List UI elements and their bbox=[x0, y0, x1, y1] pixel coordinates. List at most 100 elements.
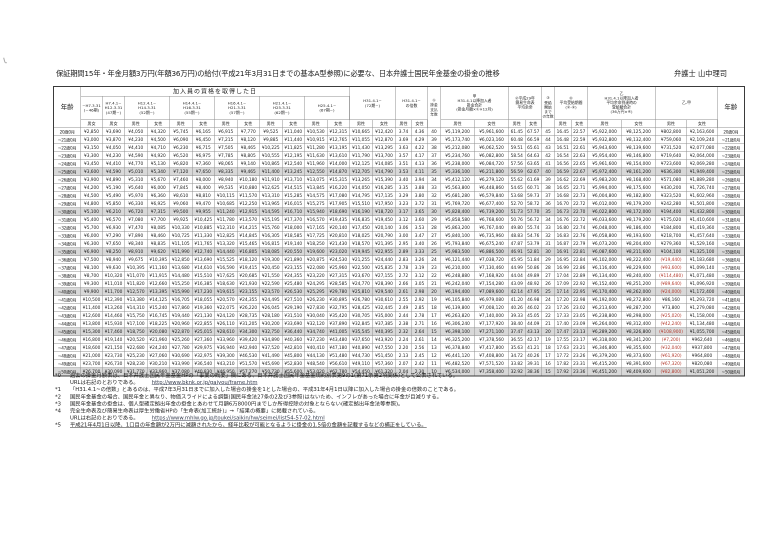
value-cell: ¥8,700 bbox=[80, 271, 103, 280]
value-cell: ¥18,585 bbox=[281, 231, 305, 240]
value-cell: ¥32,845 bbox=[349, 319, 373, 328]
value-cell: 40.26 bbox=[508, 303, 526, 312]
value-cell: ¥15,940 bbox=[304, 207, 328, 216]
value-cell: ¥19,615 bbox=[214, 287, 238, 296]
value-cell: ¥430,200 bbox=[655, 183, 687, 192]
value-cell: ¥11,960 bbox=[304, 159, 328, 168]
value-cell: ¥1,183,680 bbox=[686, 255, 718, 264]
value-cell: 38 bbox=[541, 183, 555, 192]
value-cell: ¥1,134,480 bbox=[686, 319, 718, 328]
value-cell: ¥8,465 bbox=[236, 143, 260, 152]
value-cell: (¥114,480) bbox=[655, 271, 687, 280]
age-cell: ~29歳0月 bbox=[53, 199, 81, 208]
value-cell: ¥28,180 bbox=[259, 311, 283, 320]
table-row: ~32歳0月 ¥5,700 ¥6,930 ¥7,470 ¥8,085 ¥10,330 ¥10… bbox=[53, 223, 745, 232]
value-cell: ¥11,400 bbox=[259, 167, 283, 176]
value-cell: ¥13,265 bbox=[349, 175, 373, 184]
age-cell: ~48歳0月 bbox=[717, 351, 745, 360]
value-cell: ¥33,960 bbox=[214, 335, 238, 344]
value-cell: ¥10,725 bbox=[169, 231, 193, 240]
value-cell: 42.17 bbox=[524, 335, 542, 344]
table-row: ~31歳0月 ¥5,400 ¥6,570 ¥7,080 ¥7,700 ¥9,925 ¥10,… bbox=[53, 215, 745, 224]
value-cell: ¥21,130 bbox=[191, 311, 215, 320]
age-cell: ~21歳0月 bbox=[717, 135, 745, 144]
value-cell: 26 bbox=[427, 239, 441, 248]
value-cell: ¥15,465 bbox=[236, 239, 260, 248]
value-cell: ¥7,271,100 bbox=[474, 327, 509, 336]
value-cell: ¥5,010 bbox=[124, 167, 148, 176]
age-cell: ~44歳0月 bbox=[717, 319, 745, 328]
value-cell: 2.56 bbox=[411, 343, 428, 352]
value-cell: ¥27,360 bbox=[191, 335, 215, 344]
col-multiplier: H31.4.1~ の倍数 bbox=[395, 86, 428, 120]
value-cell: 53.68 bbox=[508, 191, 526, 200]
value-cell: ¥4,590 bbox=[102, 167, 125, 176]
value-cell: ¥17,625 bbox=[214, 271, 238, 280]
value-cell: ¥18,720 bbox=[372, 207, 396, 216]
table-row: ~34歳0月 ¥6,300 ¥7,650 ¥8,340 ¥8,835 ¥11,105 ¥11… bbox=[53, 239, 745, 248]
value-cell: 22.92 bbox=[570, 279, 588, 288]
value-cell: ¥18,055 bbox=[191, 295, 215, 304]
value-cell: ¥8,146,800 bbox=[621, 151, 656, 160]
value-cell: 30 bbox=[541, 247, 555, 256]
value-cell: ¥6,263,820 bbox=[440, 311, 475, 320]
gender-subheader: 女性 bbox=[372, 119, 396, 128]
value-cell: ¥7,154,280 bbox=[474, 279, 509, 288]
value-cell: 3.94 bbox=[411, 175, 428, 184]
gender-subheader: 男性 bbox=[169, 119, 193, 128]
value-cell: 23.02 bbox=[570, 303, 588, 312]
value-cell: ¥8,175,600 bbox=[621, 183, 656, 192]
contribution-table-wrap: 年齢 加入員の資格を取得した日 H31.4.1~ (72期~) H31.4.1~… bbox=[53, 86, 745, 377]
gender-subheader: 男性 bbox=[587, 119, 622, 128]
footnote-marker: *1 bbox=[55, 386, 62, 393]
value-cell: 22.81 bbox=[570, 247, 588, 256]
value-cell: ¥5,640 bbox=[124, 183, 148, 192]
value-cell: ¥10,555 bbox=[259, 151, 283, 160]
gender-subheader: 女性 bbox=[474, 119, 509, 128]
value-cell: 29 bbox=[541, 255, 555, 264]
value-cell: ¥8,940 bbox=[102, 255, 125, 264]
col-wait-years: ③ 受給 開始 まで の年数 bbox=[541, 86, 555, 128]
value-cell: 2.98 bbox=[411, 287, 428, 296]
value-cell: ¥571,080 bbox=[655, 175, 687, 184]
value-cell: ¥15,250 bbox=[169, 279, 193, 288]
value-cell: ¥6,210,000 bbox=[440, 263, 475, 272]
value-cell: ¥25,230 bbox=[124, 351, 148, 360]
footnote-text: 平成21年4月1日以降、1口目の年金額が2万円に減額されたから、経年比較が可能と… bbox=[70, 422, 427, 429]
value-cell: ¥23,570 bbox=[259, 287, 283, 296]
value-cell: ¥21,890 bbox=[281, 255, 305, 264]
gender-subheader: 男性 bbox=[508, 119, 526, 128]
value-cell: ¥12,195 bbox=[281, 151, 305, 160]
value-cell: 22.69 bbox=[570, 175, 588, 184]
value-cell: ¥27,315 bbox=[326, 271, 350, 280]
value-cell: ¥6,090 bbox=[169, 135, 193, 144]
value-cell: 2.45 bbox=[411, 351, 428, 360]
footnote-url-line: URLは右記のとおりである。 https://www.mhlw.go.jp/tou… bbox=[55, 415, 755, 422]
value-cell: ¥6,325,200 bbox=[440, 335, 475, 344]
value-cell: ¥17,080 bbox=[326, 191, 350, 200]
table-row: ~42歳0月 ¥11,400 ¥13,260 ¥14,310 ¥15,240 ¥17,86… bbox=[53, 303, 745, 312]
footnote: *1 「H31.4.1~の倍数」とあるのは、平成7年3月31日までに加入した場合の… bbox=[55, 386, 755, 393]
value-cell: ¥7,120 bbox=[169, 167, 193, 176]
value-cell: ¥6,139,800 bbox=[440, 303, 475, 312]
value-cell: ¥14,480 bbox=[169, 271, 193, 280]
value-cell: ¥14,595 bbox=[259, 207, 283, 216]
value-cell: 45.05 bbox=[524, 311, 542, 320]
value-cell: ¥24,120 bbox=[214, 311, 238, 320]
value-cell: ¥3,000 bbox=[80, 135, 103, 144]
value-cell: ¥12,550 bbox=[304, 167, 328, 176]
value-cell: 15 bbox=[427, 327, 441, 336]
value-cell: 17.14 bbox=[554, 287, 572, 296]
value-cell: ¥1,172,400 bbox=[686, 287, 718, 296]
value-cell: 11 bbox=[427, 359, 441, 368]
value-cell: ¥15,510 bbox=[191, 271, 215, 280]
age-cell: 20歳0月 bbox=[53, 127, 81, 136]
value-cell: ¥8,120 bbox=[236, 135, 260, 144]
gender-subheader: 男性 bbox=[655, 119, 687, 128]
value-cell: 44.04 bbox=[508, 271, 526, 280]
value-cell: ¥7,038,720 bbox=[474, 255, 509, 264]
value-cell: ¥6,306,240 bbox=[440, 319, 475, 328]
value-cell: 2.32 bbox=[395, 327, 412, 336]
value-cell: ¥7,470 bbox=[124, 223, 148, 232]
value-cell: ¥14,215 bbox=[236, 223, 260, 232]
